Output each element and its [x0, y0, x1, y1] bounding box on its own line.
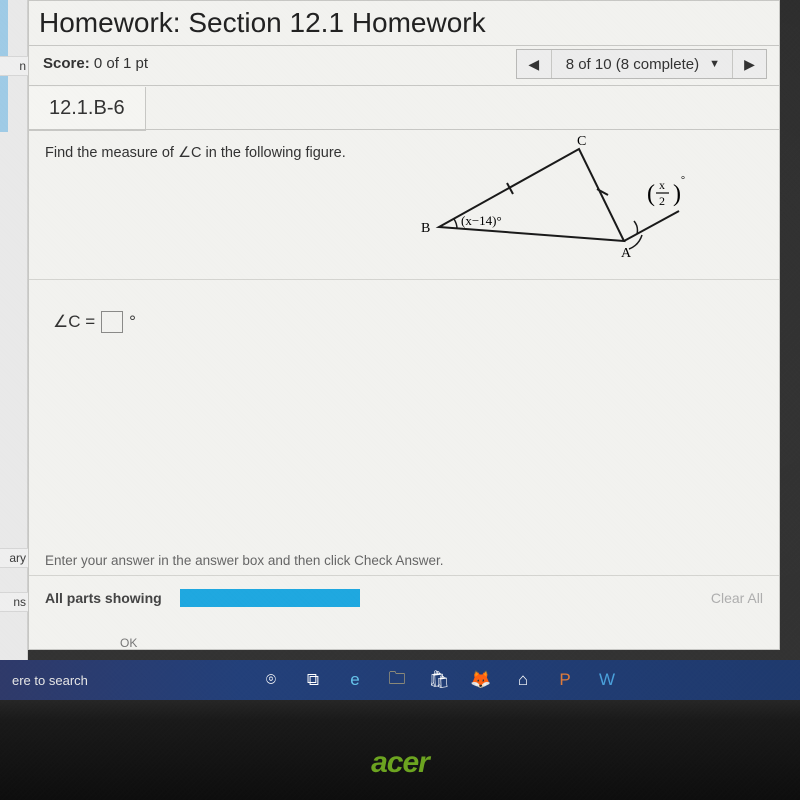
divider: [29, 575, 779, 576]
paren-l: (: [647, 181, 655, 207]
answer-input[interactable]: [101, 311, 123, 333]
taskbar-home-icon[interactable]: ⌂: [502, 660, 544, 700]
taskbar-cortana-icon[interactable]: ⌾: [250, 660, 292, 700]
score-label: Score:: [43, 55, 90, 72]
label-c: C: [577, 134, 586, 149]
question-progress-dropdown[interactable]: 8 of 10 (8 complete) ▼: [551, 50, 732, 78]
divider: [29, 45, 779, 46]
prompt-pre: Find the measure of: [45, 145, 178, 161]
taskbar-explorer-icon[interactable]: 🗀: [376, 660, 418, 700]
answer-row: ∠C = °: [53, 311, 136, 333]
label-a: A: [621, 246, 632, 261]
divider: [29, 129, 779, 130]
paren-r: ): [673, 181, 681, 207]
problem-id: 12.1.B-6: [29, 87, 146, 131]
divider: [29, 279, 779, 280]
next-question-button[interactable]: ▶: [732, 50, 766, 78]
ext-frac-top: x: [659, 178, 665, 192]
taskbar-store-icon[interactable]: 🛍: [418, 660, 460, 700]
ext-angle-arc: [634, 221, 637, 234]
instruction-text: Enter your answer in the answer box and …: [45, 553, 443, 568]
question-nav: ◀ 8 of 10 (8 complete) ▼ ▶: [516, 49, 767, 79]
progress-bar: [180, 589, 360, 607]
score-value: 0 of 1 pt: [94, 55, 148, 72]
taskbar-powerpoint-icon[interactable]: P: [544, 660, 586, 700]
laptop-brand-logo: acer: [0, 746, 800, 780]
question-progress-text: 8 of 10 (8 complete): [566, 56, 699, 73]
left-tab-fragment-2: ary: [0, 548, 28, 568]
caret-down-icon: ▼: [709, 58, 720, 70]
left-desktop-strip: n ary ns: [0, 0, 28, 680]
progress-fill: [180, 589, 360, 607]
exterior-ray: [624, 211, 679, 241]
taskbar-taskview-icon[interactable]: ⧉: [292, 660, 334, 700]
prompt-angle: ∠C: [178, 145, 201, 161]
left-tab-fragment-3: ns: [0, 592, 28, 612]
prompt-post: in the following figure.: [201, 145, 345, 161]
triangle-figure: C B A (x−14)° ( ) x 2 °: [379, 131, 699, 281]
label-b: B: [421, 221, 430, 236]
prev-question-button[interactable]: ◀: [517, 50, 551, 78]
left-tab-fragment-1: n: [0, 56, 28, 76]
taskbar: ere to search ⌾ ⧉ e 🗀 🛍 🦊 ⌂ P W: [0, 660, 800, 700]
homework-window: Homework: Section 12.1 Homework Score: 0…: [28, 0, 780, 650]
taskbar-icons: ⌾ ⧉ e 🗀 🛍 🦊 ⌂ P W: [250, 660, 628, 700]
taskbar-word-icon[interactable]: W: [586, 660, 628, 700]
taskbar-firefox-icon[interactable]: 🦊: [460, 660, 502, 700]
parts-row: All parts showing Clear All: [45, 589, 763, 607]
taskbar-search-fragment[interactable]: ere to search: [0, 673, 140, 688]
parts-label: All parts showing: [45, 590, 162, 606]
page-title: Homework: Section 12.1 Homework: [39, 7, 486, 39]
taskbar-edge-icon[interactable]: e: [334, 660, 376, 700]
problem-prompt: Find the measure of ∠C in the following …: [45, 145, 346, 161]
score-row: Score: 0 of 1 pt: [43, 55, 148, 72]
ext-deg: °: [681, 175, 685, 186]
answer-lhs: ∠C =: [53, 312, 95, 332]
clear-all-button[interactable]: Clear All: [711, 590, 763, 606]
divider: [29, 85, 779, 86]
angle-b-expr: (x−14)°: [461, 213, 502, 228]
ext-frac-bot: 2: [659, 194, 665, 208]
tick-ca: [597, 189, 608, 195]
ok-hint: OK: [120, 636, 137, 650]
answer-deg: °: [129, 312, 136, 332]
